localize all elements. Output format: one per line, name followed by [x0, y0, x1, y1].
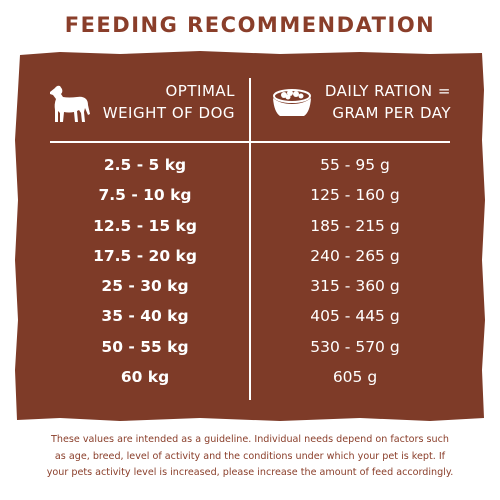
weight-header-line1: OPTIMAL [165, 82, 235, 100]
table-row: 35 - 40 kg 405 - 445 g [0, 301, 500, 331]
weight-cell: 50 - 55 kg [101, 337, 189, 356]
ration-cell: 315 - 360 g [310, 277, 400, 296]
guideline-footnote: These values are intended as a guideline… [18, 432, 482, 482]
weight-header-line2: WEIGHT OF DOG [102, 104, 235, 122]
food-bowl-icon [273, 89, 311, 116]
footnote-line: These values are intended as a guideline… [51, 434, 449, 445]
ration-cell: 185 - 215 g [310, 216, 400, 235]
weight-cell: 25 - 30 kg [101, 277, 189, 296]
ration-header-line2: GRAM PER DAY [332, 104, 451, 122]
ration-header-line1: DAILY RATION = [324, 82, 451, 100]
ration-cell: 55 - 95 g [320, 156, 390, 174]
table-row: 60 kg 605 g [0, 362, 500, 392]
dog-icon [50, 85, 90, 122]
table-body: 2.5 - 5 kg 55 - 95 g 7.5 - 10 kg 125 - 1… [0, 150, 500, 392]
weight-cell: 60 kg [120, 368, 170, 387]
footnote-line: as age, breed, level of activity and the… [54, 450, 446, 462]
ration-cell: 240 - 265 g [310, 246, 400, 265]
table-row: 25 - 30 kg 315 - 360 g [0, 271, 500, 301]
footnote-line: your pets activity level is increased, p… [46, 467, 454, 478]
table-header: OPTIMAL WEIGHT OF DOG DAILY RATION = GRA… [15, 78, 485, 128]
column-divider [249, 78, 251, 400]
weight-cell: 7.5 - 10 kg [98, 186, 192, 205]
ration-cell: 125 - 160 g [310, 186, 400, 205]
weight-cell: 2.5 - 5 kg [103, 156, 187, 174]
table-row: 2.5 - 5 kg 55 - 95 g [0, 150, 500, 180]
weight-cell: 35 - 40 kg [101, 307, 189, 326]
ration-column-header: DAILY RATION = GRAM PER DAY [315, 80, 451, 124]
table-row: 7.5 - 10 kg 125 - 160 g [0, 180, 500, 210]
weight-column-header: OPTIMAL WEIGHT OF DOG [95, 80, 235, 124]
ration-cell: 405 - 445 g [310, 307, 400, 326]
page-title: FEEDING RECOMMENDATION [64, 13, 436, 37]
weight-cell: 17.5 - 20 kg [93, 246, 197, 265]
ration-cell: 530 - 570 g [310, 337, 400, 356]
table-row: 50 - 55 kg 530 - 570 g [0, 332, 500, 362]
weight-cell: 12.5 - 15 kg [93, 216, 197, 235]
table-row: 17.5 - 20 kg 240 - 265 g [0, 241, 500, 271]
table-row: 12.5 - 15 kg 185 - 215 g [0, 211, 500, 241]
ration-cell: 605 g [332, 368, 378, 387]
